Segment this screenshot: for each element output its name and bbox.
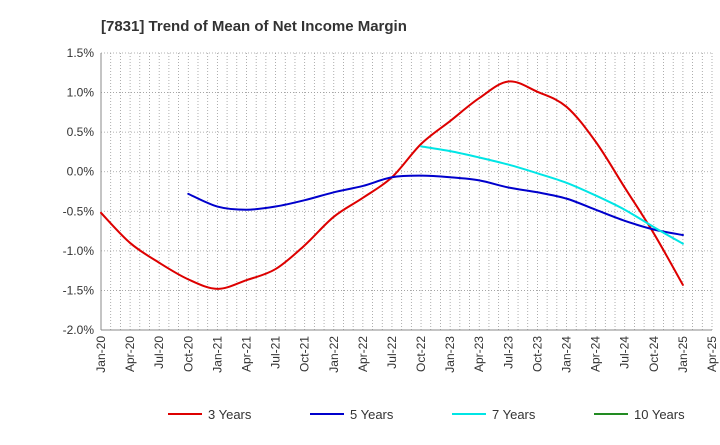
x-tick-label: Jan-20 [94, 336, 108, 373]
x-tick-label: Oct-22 [414, 336, 428, 372]
x-tick-label: Jul-21 [269, 336, 283, 369]
plot-area [101, 53, 712, 330]
y-tick-label: -1.5% [63, 283, 95, 297]
legend-label-5-years: 5 Years [350, 407, 394, 422]
x-tick-label: Jan-22 [327, 336, 341, 373]
x-tick-label: Apr-25 [705, 336, 719, 372]
y-tick-label: 0.0% [67, 165, 95, 179]
x-tick-label: Oct-24 [647, 336, 661, 372]
x-tick-label: Oct-21 [298, 336, 312, 372]
x-tick-label: Apr-20 [123, 336, 137, 372]
series-line-5-years [187, 174, 684, 237]
y-tick-label: -0.5% [63, 204, 95, 218]
axes: 1.5%1.0%0.5%0.0%-0.5%-1.0%-1.5%-2.0%Jan-… [63, 46, 719, 373]
x-tick-label: Jul-20 [152, 336, 166, 369]
x-tick-label: Jan-23 [443, 336, 457, 373]
legend-label-3-years: 3 Years [208, 407, 252, 422]
y-tick-label: 1.5% [67, 46, 95, 60]
chart-title: [7831] Trend of Mean of Net Income Margi… [101, 18, 407, 35]
series-line-7-years [420, 145, 684, 245]
x-tick-label: Jan-24 [560, 336, 574, 373]
y-tick-label: -1.0% [63, 244, 95, 258]
y-tick-label: 1.0% [67, 86, 95, 100]
legend: 3 Years 5 Years 7 Years 10 Years [168, 407, 685, 422]
x-tick-label: Jul-22 [385, 336, 399, 369]
y-tick-label: 0.5% [67, 125, 95, 139]
legend-label-7-years: 7 Years [492, 407, 536, 422]
x-tick-label: Jul-24 [618, 336, 632, 369]
x-tick-label: Apr-21 [239, 336, 253, 372]
x-tick-label: Apr-22 [356, 336, 370, 372]
grid-lines [100, 52, 713, 331]
series-lines [100, 80, 684, 290]
y-tick-label: -2.0% [63, 323, 95, 337]
x-tick-label: Oct-20 [181, 336, 195, 372]
legend-label-10-years: 10 Years [634, 407, 685, 422]
x-tick-label: Jul-23 [501, 336, 515, 369]
x-tick-label: Apr-24 [589, 336, 603, 372]
x-tick-label: Apr-23 [472, 336, 486, 372]
x-tick-label: Oct-23 [530, 336, 544, 372]
x-tick-label: Jan-25 [676, 336, 690, 373]
x-tick-label: Jan-21 [210, 336, 224, 373]
